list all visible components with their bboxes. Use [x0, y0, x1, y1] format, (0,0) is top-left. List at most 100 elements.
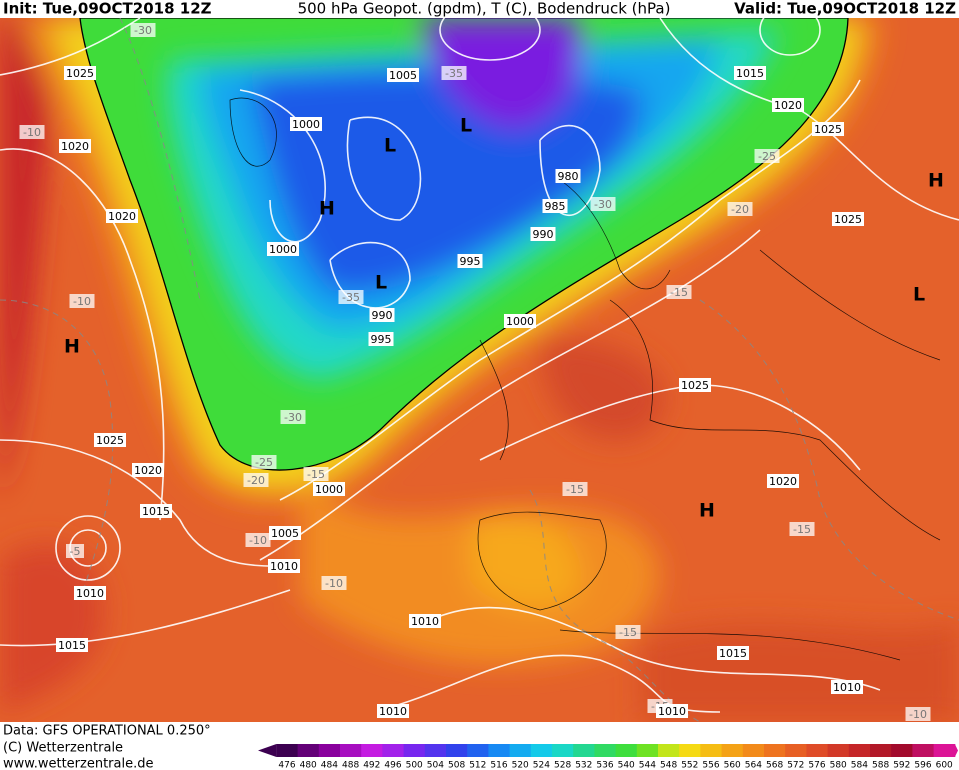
temp-label: -15	[566, 483, 584, 496]
colorbar-cell	[276, 744, 299, 757]
colorbar-tick-label: 480	[300, 761, 317, 770]
colorbar-cell	[806, 744, 829, 757]
temp-label-box	[590, 197, 616, 211]
temp-label: -20	[247, 474, 265, 487]
temp-label: -10	[73, 295, 91, 308]
isobar-label: 990	[372, 309, 393, 322]
colorbar-cell	[509, 744, 532, 757]
isobar-label: 995	[371, 333, 392, 346]
colorbar-tick-label: 516	[490, 761, 507, 770]
data-source: Data: GFS OPERATIONAL 0.250°	[3, 724, 211, 739]
colorbar-tick-label: 540	[618, 761, 635, 770]
isobar-label-box	[64, 66, 96, 80]
isobar-label: 985	[545, 200, 566, 213]
colorbar-tick-label: 512	[469, 761, 486, 770]
colorbar-tick-label: 532	[575, 761, 592, 770]
colorbar-tick-label: 564	[745, 761, 762, 770]
temp-label-box	[905, 707, 931, 721]
colorbar-cell	[742, 744, 765, 757]
isobar-label-box	[387, 68, 419, 82]
isobar-label-box	[74, 586, 106, 600]
temp-label: -15	[619, 626, 637, 639]
isobar-label-box	[772, 98, 804, 112]
temp-label: -35	[445, 67, 463, 80]
colorbar-tick-label: 592	[893, 761, 910, 770]
isobar-label: 1025	[814, 123, 842, 136]
temp-label-box	[243, 473, 269, 487]
temp-label-box	[19, 125, 45, 139]
pressure-center: H	[64, 336, 80, 358]
colorbar-tick-label: 600	[936, 761, 953, 770]
isobar-label: 1015	[58, 639, 86, 652]
colorbar-cell	[424, 744, 447, 757]
isobar-label: 1010	[270, 560, 298, 573]
isobar-label-box	[734, 66, 766, 80]
isobar-label-box	[530, 227, 556, 241]
isobar-label: 1010	[379, 705, 407, 718]
colorbar-cell	[785, 744, 807, 757]
isobar-label-box	[377, 704, 409, 718]
colorbar-cell	[530, 744, 553, 757]
isobar-label: 1005	[389, 69, 417, 82]
isobar-label-box	[94, 433, 126, 447]
isobar-label-box	[767, 474, 799, 488]
temp-label: -20	[731, 203, 749, 216]
isobar-label-box	[132, 463, 164, 477]
isobar-label: 1010	[833, 681, 861, 694]
colorbar-cell	[361, 744, 383, 757]
colorbar-tick-label: 580	[830, 761, 847, 770]
map: -30 1025 -10 1020 1020 -10 H 1025 1020 1015 -5 1010…	[0, 18, 959, 722]
colorbar-tick-label: 584	[851, 761, 868, 770]
temp-label-box	[727, 202, 753, 216]
isobar-label: 1010	[658, 705, 686, 718]
isobar-label-box	[368, 332, 394, 346]
colorbar-cell	[552, 744, 574, 757]
isobar-label-box	[56, 638, 88, 652]
colorbar-tick-label: 496	[384, 761, 401, 770]
colorbar-tick-label: 488	[342, 761, 359, 770]
colorbar-end	[258, 744, 277, 757]
temp-label: -15	[670, 286, 688, 299]
colorbar-cell	[340, 744, 362, 757]
colorbar-cell	[848, 744, 871, 757]
colorbar-tick-label: 520	[512, 761, 529, 770]
colorbar-cell	[318, 744, 341, 757]
temp-label-box	[280, 410, 306, 424]
colorbar-cell	[594, 744, 617, 757]
colorbar-tick-label: 476	[278, 761, 295, 770]
colorbar-tick-label: 484	[321, 761, 338, 770]
isobar-label: 990	[533, 228, 554, 241]
temp-label-box	[321, 576, 347, 590]
isobar-label: 995	[460, 255, 481, 268]
temp-label-box	[754, 149, 780, 163]
isobar-label: 1020	[61, 140, 89, 153]
isobar-label: 1020	[769, 475, 797, 488]
temp-label: -15	[307, 468, 325, 481]
colorbar-cell	[721, 744, 744, 757]
pressure-center: H	[928, 170, 944, 192]
colorbar-tick-label: 596	[914, 761, 931, 770]
temp-label: -25	[758, 150, 776, 163]
colorbar-cell	[679, 744, 701, 757]
temp-label: -30	[594, 198, 612, 211]
temp-label-box	[251, 455, 277, 469]
colorbar-tick-label: 536	[596, 761, 613, 770]
temp-label-box	[562, 482, 588, 496]
temp-label-box	[69, 294, 95, 308]
isobar-label-box	[269, 526, 301, 540]
temp-label-box	[615, 625, 641, 639]
temp-label: -5	[70, 545, 81, 558]
colorbar-cell	[615, 744, 638, 757]
isobar-label: 1005	[271, 527, 299, 540]
colorbar-tick-label: 544	[639, 761, 656, 770]
temp-label-box	[338, 290, 364, 304]
isobar-label: 1020	[108, 210, 136, 223]
colorbar-tick-label: 508	[448, 761, 465, 770]
temp-label: -10	[325, 577, 343, 590]
valid-time: Valid: Tue,09OCT2018 12Z	[734, 0, 956, 18]
colorbar-end	[954, 744, 958, 757]
colorbar-tick-label: 504	[427, 761, 444, 770]
colorbar-cell	[870, 744, 892, 757]
temp-label-box	[666, 285, 692, 299]
isobar-label: 1015	[142, 505, 170, 518]
